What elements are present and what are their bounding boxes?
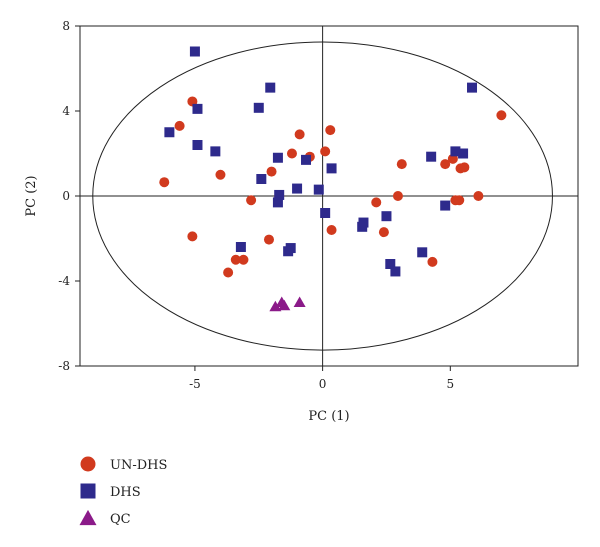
legend-marker-un-dhs bbox=[80, 456, 96, 472]
dhs-point bbox=[164, 127, 175, 138]
dhs-point bbox=[256, 174, 267, 184]
un-dhs-point bbox=[496, 110, 507, 121]
dhs-point bbox=[358, 217, 369, 228]
un-dhs-point bbox=[325, 125, 336, 136]
un-dhs-point bbox=[440, 159, 451, 170]
un-dhs-point bbox=[326, 225, 337, 235]
legend-label-qc: QC bbox=[110, 512, 131, 527]
un-dhs-point bbox=[427, 256, 438, 267]
un-dhs-point bbox=[266, 166, 277, 177]
y-tick-label: 4 bbox=[62, 104, 70, 118]
dhs-point bbox=[253, 102, 264, 113]
qc-point bbox=[278, 299, 291, 311]
y-tick-label: -4 bbox=[58, 274, 70, 288]
un-dhs-point bbox=[215, 169, 226, 180]
un-dhs-point bbox=[174, 120, 185, 131]
dhs-point bbox=[189, 46, 200, 57]
dhs-point bbox=[426, 151, 437, 162]
dhs-point bbox=[192, 140, 203, 150]
dhs-point bbox=[385, 259, 396, 269]
un-dhs-point bbox=[187, 231, 198, 242]
dhs-point bbox=[320, 208, 331, 218]
data-points bbox=[159, 46, 507, 312]
qc-point bbox=[269, 300, 282, 312]
y-axis-label: PC (2) bbox=[24, 175, 39, 216]
dhs-point bbox=[272, 197, 283, 208]
dhs-point bbox=[292, 183, 303, 194]
legend-marker-qc bbox=[79, 509, 97, 526]
dhs-point bbox=[272, 152, 283, 163]
un-dhs-point bbox=[230, 254, 241, 265]
x-tick-label: 5 bbox=[446, 377, 454, 391]
legend: UN-DHS DHS QC bbox=[79, 456, 167, 527]
x-axis-label: PC (1) bbox=[308, 409, 349, 424]
un-dhs-point bbox=[238, 254, 249, 265]
un-dhs-point bbox=[223, 267, 234, 278]
un-dhs-point bbox=[320, 146, 331, 157]
dhs-point bbox=[450, 146, 461, 157]
dhs-point bbox=[274, 189, 285, 200]
un-dhs-point bbox=[378, 227, 389, 238]
y-tick-label: 0 bbox=[62, 189, 70, 203]
dhs-point bbox=[381, 211, 392, 222]
dhs-point bbox=[458, 148, 469, 159]
dhs-point bbox=[192, 103, 203, 114]
un-dhs-point bbox=[473, 191, 484, 201]
dhs-point bbox=[467, 82, 478, 93]
dhs-point bbox=[285, 243, 296, 254]
dhs-point bbox=[210, 146, 221, 157]
un-dhs-point bbox=[459, 162, 470, 173]
zero-axes bbox=[80, 26, 578, 366]
dhs-point bbox=[301, 154, 312, 165]
qc-point bbox=[293, 296, 306, 307]
un-dhs-point bbox=[263, 234, 274, 245]
un-dhs-point bbox=[396, 159, 407, 170]
legend-label-dhs: DHS bbox=[110, 485, 141, 500]
un-dhs-point bbox=[392, 191, 403, 201]
un-dhs-point bbox=[246, 195, 257, 206]
un-dhs-point bbox=[286, 148, 297, 159]
tick-group: -8 -4 0 4 8 -5 0 5 bbox=[58, 19, 454, 391]
y-tick-label: 8 bbox=[62, 19, 70, 33]
legend-marker-dhs bbox=[80, 483, 96, 499]
dhs-point bbox=[326, 163, 337, 174]
dhs-point bbox=[417, 247, 428, 258]
x-tick-label: -5 bbox=[189, 377, 201, 391]
dhs-point bbox=[265, 82, 276, 93]
dhs-point bbox=[235, 242, 246, 252]
legend-label-un-dhs: UN-DHS bbox=[110, 458, 167, 473]
dhs-point bbox=[440, 200, 451, 211]
x-tick-label: 0 bbox=[319, 377, 327, 391]
y-tick-label: -8 bbox=[58, 359, 70, 373]
un-dhs-point bbox=[454, 195, 465, 206]
un-dhs-point bbox=[294, 129, 305, 140]
dhs-point bbox=[313, 184, 324, 195]
un-dhs-point bbox=[159, 177, 170, 188]
un-dhs-point bbox=[371, 197, 382, 208]
dhs-point bbox=[390, 266, 401, 277]
